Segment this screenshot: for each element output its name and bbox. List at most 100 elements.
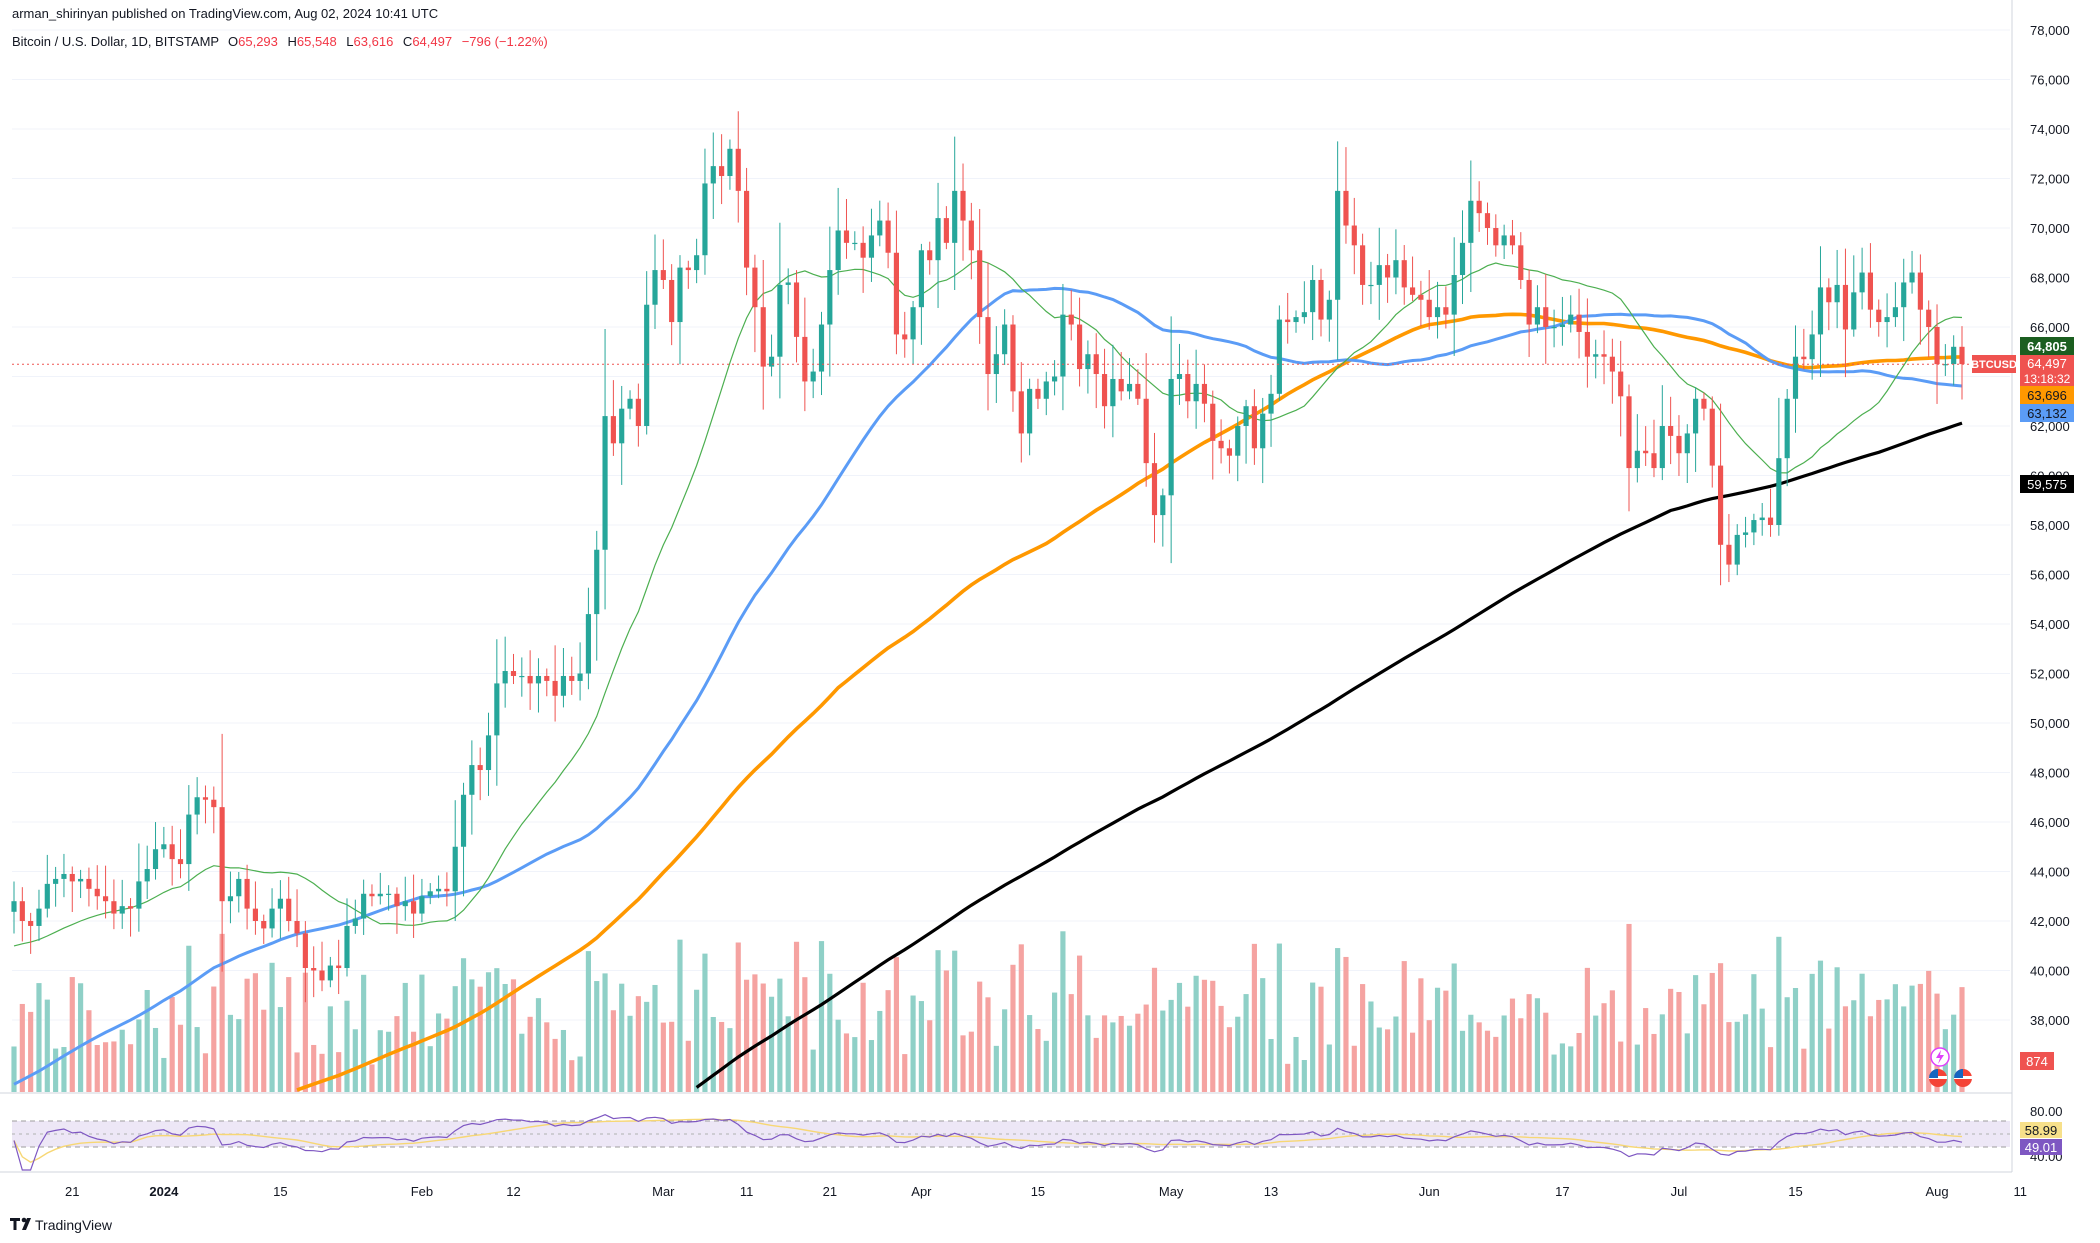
volume-bar <box>1409 1032 1416 1092</box>
volume-bar <box>1951 1014 1957 1092</box>
candle <box>585 587 591 690</box>
candle <box>1917 254 1923 345</box>
volume-bar <box>1901 1006 1907 1092</box>
candle <box>1268 374 1274 447</box>
volume-bar <box>411 1031 417 1092</box>
candle <box>793 270 800 363</box>
candle <box>868 208 875 282</box>
volume-bar <box>1526 994 1532 1092</box>
volume-bar <box>1368 1001 1374 1092</box>
volume-bar <box>918 1001 924 1092</box>
volume-bar <box>1118 1015 1124 1092</box>
candle <box>644 271 650 435</box>
candle <box>1135 369 1141 405</box>
volume-bar <box>1343 956 1349 1092</box>
candle <box>918 243 924 345</box>
candle <box>1243 399 1249 464</box>
price-tick: 38,000 <box>2030 1013 2070 1028</box>
candle <box>1851 255 1857 337</box>
candle <box>119 879 125 929</box>
candle <box>219 733 225 972</box>
candle <box>1651 419 1657 478</box>
time-tick: Apr <box>911 1184 932 1199</box>
time-axis[interactable]: 21 2024 15 Feb 12 Mar 11 21 Apr 15 May 13 Jun 17 Jul 15… <box>65 1184 2027 1199</box>
candle <box>1027 378 1033 456</box>
volume-bar <box>44 999 50 1092</box>
volume-bar <box>1135 1013 1141 1092</box>
volume-bar <box>835 1019 841 1092</box>
volume-bar <box>1310 982 1316 1092</box>
volume-bar <box>1052 992 1058 1092</box>
price-tick: 52,000 <box>2030 667 2070 682</box>
candle <box>1718 403 1724 586</box>
candle <box>744 167 750 296</box>
volume-bar <box>635 996 641 1092</box>
volume-bar <box>544 1022 550 1092</box>
volume-bar <box>793 941 800 1092</box>
candle <box>61 853 67 898</box>
price-tick: 42,000 <box>2030 914 2070 929</box>
volume-bar <box>1826 1028 1832 1092</box>
volume-bar <box>644 1001 650 1092</box>
us-flag-event-icon[interactable] <box>1929 1069 1947 1087</box>
candle <box>1759 503 1765 536</box>
volume-bar <box>860 982 866 1092</box>
volume-bar <box>452 986 458 1092</box>
candle <box>710 132 716 219</box>
ma-black-value-label: 59,575 <box>2020 475 2074 493</box>
volume-bar <box>1027 1015 1033 1092</box>
volume-bar <box>1176 982 1183 1092</box>
volume-bar <box>1443 990 1449 1092</box>
svg-text:64,497: 64,497 <box>2027 356 2067 371</box>
candle <box>1559 296 1565 346</box>
volume-bar <box>369 1064 375 1092</box>
tradingview-brand[interactable]: TradingView <box>35 1217 113 1233</box>
candle <box>1601 330 1607 385</box>
volume-bar <box>53 1048 59 1092</box>
candle <box>1484 202 1491 245</box>
candle <box>294 889 300 948</box>
candle <box>194 777 200 835</box>
volume-bar <box>1226 1027 1232 1092</box>
candle <box>136 843 142 932</box>
volume-bar <box>319 1053 325 1092</box>
candle <box>694 238 700 284</box>
volume-bar <box>885 990 891 1092</box>
volume-bar <box>1101 1015 1108 1092</box>
candle <box>1168 316 1174 564</box>
price-tick: 46,000 <box>2030 815 2070 830</box>
volume-bar <box>943 970 949 1092</box>
candlesticks[interactable] <box>11 111 1965 1003</box>
candle <box>810 348 816 399</box>
candle <box>1726 514 1732 583</box>
volume-bar <box>1493 1036 1499 1092</box>
volume-bar <box>1243 994 1249 1092</box>
volume-bar <box>11 1046 17 1092</box>
volume-bar <box>1651 1033 1657 1092</box>
price-axis[interactable]: 78,000 76,000 74,000 72,000 70,000 68,000 66,0… <box>2030 23 2070 1028</box>
time-tick: Jul <box>1671 1184 1688 1199</box>
candle <box>1934 304 1940 404</box>
candle <box>669 264 675 346</box>
candle <box>1301 281 1307 324</box>
candle <box>1035 378 1041 409</box>
volume-bar <box>952 950 958 1092</box>
candle <box>1593 339 1599 379</box>
rsi-line <box>13 1114 1963 1171</box>
candle <box>460 782 467 897</box>
volume-bar <box>211 986 217 1092</box>
price-tick: 66,000 <box>2030 320 2070 335</box>
candle <box>1809 310 1815 380</box>
candle <box>1543 273 1549 364</box>
candle <box>1185 359 1191 419</box>
candle <box>1101 348 1108 429</box>
rsi-value-label: 49.01 <box>2020 1139 2062 1155</box>
candle <box>1226 439 1232 474</box>
us-flag-event-icon-2[interactable] <box>1954 1069 1972 1087</box>
volume-bar <box>677 939 683 1092</box>
tradingview-logo-icon[interactable] <box>10 1217 31 1230</box>
lightning-event-icon[interactable] <box>1930 1047 1950 1067</box>
volume-bar <box>444 1018 450 1092</box>
candle <box>1385 253 1391 303</box>
